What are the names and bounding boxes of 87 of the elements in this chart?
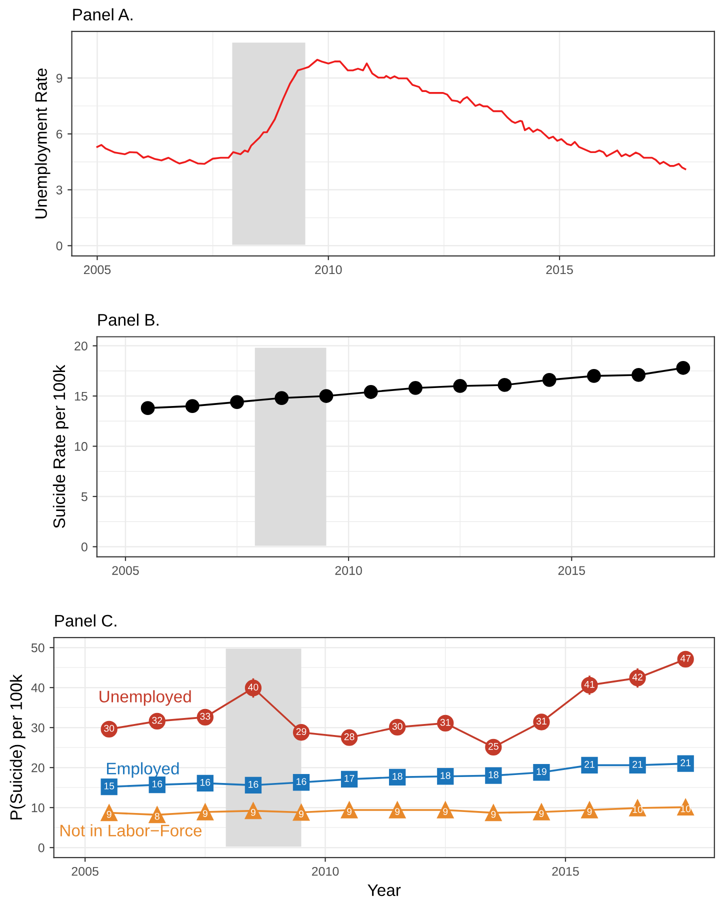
point xyxy=(676,360,690,375)
data-label: 40 xyxy=(248,684,258,691)
series-label: Employed xyxy=(107,762,179,778)
data-label: 21 xyxy=(632,760,642,768)
data-label: 16 xyxy=(152,780,162,788)
y-axis-title: Suicide Rate per 100k xyxy=(52,364,68,528)
y-tick-label: 9 xyxy=(56,74,62,83)
chart-title: Panel C. xyxy=(55,614,116,627)
data-label: 21 xyxy=(584,760,594,768)
y-tick-label: 3 xyxy=(56,186,62,194)
data-label: 9 xyxy=(539,810,544,817)
y-tick-label: 20 xyxy=(32,763,44,772)
data-label: 30 xyxy=(104,724,114,732)
series-label: Not in Labor−Force xyxy=(60,824,202,836)
y-tick-label: 0 xyxy=(56,241,62,250)
point xyxy=(230,395,244,409)
data-label: 15 xyxy=(104,782,114,790)
point xyxy=(140,401,155,416)
data-label: 29 xyxy=(296,728,306,735)
data-label: 9 xyxy=(299,810,304,818)
data-label: 18 xyxy=(392,772,402,780)
data-label: 17 xyxy=(344,775,354,782)
point xyxy=(274,391,289,405)
data-label: 31 xyxy=(440,718,450,726)
x-tick-label: 2015 xyxy=(558,566,586,575)
x-tick-label: 2010 xyxy=(335,566,362,575)
point xyxy=(542,373,556,387)
x-tick-label: 2015 xyxy=(552,866,579,876)
data-label: 9 xyxy=(443,808,448,815)
point xyxy=(587,368,601,383)
chart-title: Panel B. xyxy=(98,314,158,326)
point xyxy=(408,381,422,395)
data-label: 28 xyxy=(344,733,354,740)
data-label: 30 xyxy=(392,722,402,730)
x-tick-label: 2005 xyxy=(112,566,139,575)
point xyxy=(632,368,646,382)
data-label: 31 xyxy=(536,718,546,725)
point xyxy=(185,399,200,414)
y-tick-label: 50 xyxy=(31,643,44,652)
data-label: 10 xyxy=(632,806,643,813)
data-label: 41 xyxy=(584,681,594,688)
chart-title: Panel A. xyxy=(73,8,132,20)
y-tick-label: 20 xyxy=(74,342,88,350)
data-label: 32 xyxy=(152,716,162,724)
data-label: 9 xyxy=(587,808,592,815)
y-tick-label: 30 xyxy=(31,723,44,732)
data-label: 9 xyxy=(491,810,496,818)
data-label: 16 xyxy=(248,780,258,788)
data-label: 9 xyxy=(347,808,352,815)
x-tick-label: 2010 xyxy=(315,265,342,274)
data-label: 16 xyxy=(200,778,210,786)
y-tick-label: 0 xyxy=(81,542,88,552)
data-label: 42 xyxy=(632,674,642,680)
data-label: 16 xyxy=(296,778,306,785)
x-axis-title: Year xyxy=(368,884,401,896)
data-label: 18 xyxy=(440,772,450,779)
point xyxy=(453,379,468,393)
data-label: 33 xyxy=(200,712,210,720)
line-series xyxy=(96,58,686,170)
point xyxy=(498,378,512,392)
data-label: 9 xyxy=(395,808,400,815)
y-tick-label: 6 xyxy=(56,130,62,139)
series-label: Unemployed xyxy=(100,690,191,706)
y-tick-label: 40 xyxy=(31,683,44,692)
x-tick-label: 2015 xyxy=(546,265,573,274)
y-tick-label: 15 xyxy=(74,392,88,401)
y-tick-label: 10 xyxy=(32,803,44,812)
y-axis-title: P(Suicide) per 100k xyxy=(10,674,26,820)
y-tick-label: 10 xyxy=(74,442,88,451)
data-label: 21 xyxy=(680,759,691,766)
data-label: 9 xyxy=(202,810,208,817)
x-tick-label: 2010 xyxy=(312,866,339,876)
point xyxy=(364,385,378,399)
data-label: 9 xyxy=(106,810,112,818)
data-label: 10 xyxy=(680,805,691,812)
y-axis-title: Unemployment Rate xyxy=(34,68,50,218)
data-label: 18 xyxy=(488,771,498,778)
data-label: 8 xyxy=(154,812,160,820)
point xyxy=(319,389,334,403)
data-label: 25 xyxy=(488,742,498,750)
data-label: 19 xyxy=(536,768,546,775)
data-label: 9 xyxy=(250,808,256,816)
y-tick-label: 5 xyxy=(81,492,88,502)
x-tick-label: 2005 xyxy=(72,866,98,876)
x-tick-label: 2005 xyxy=(84,265,111,274)
y-tick-label: 0 xyxy=(38,843,44,852)
data-label: 47 xyxy=(680,655,691,662)
